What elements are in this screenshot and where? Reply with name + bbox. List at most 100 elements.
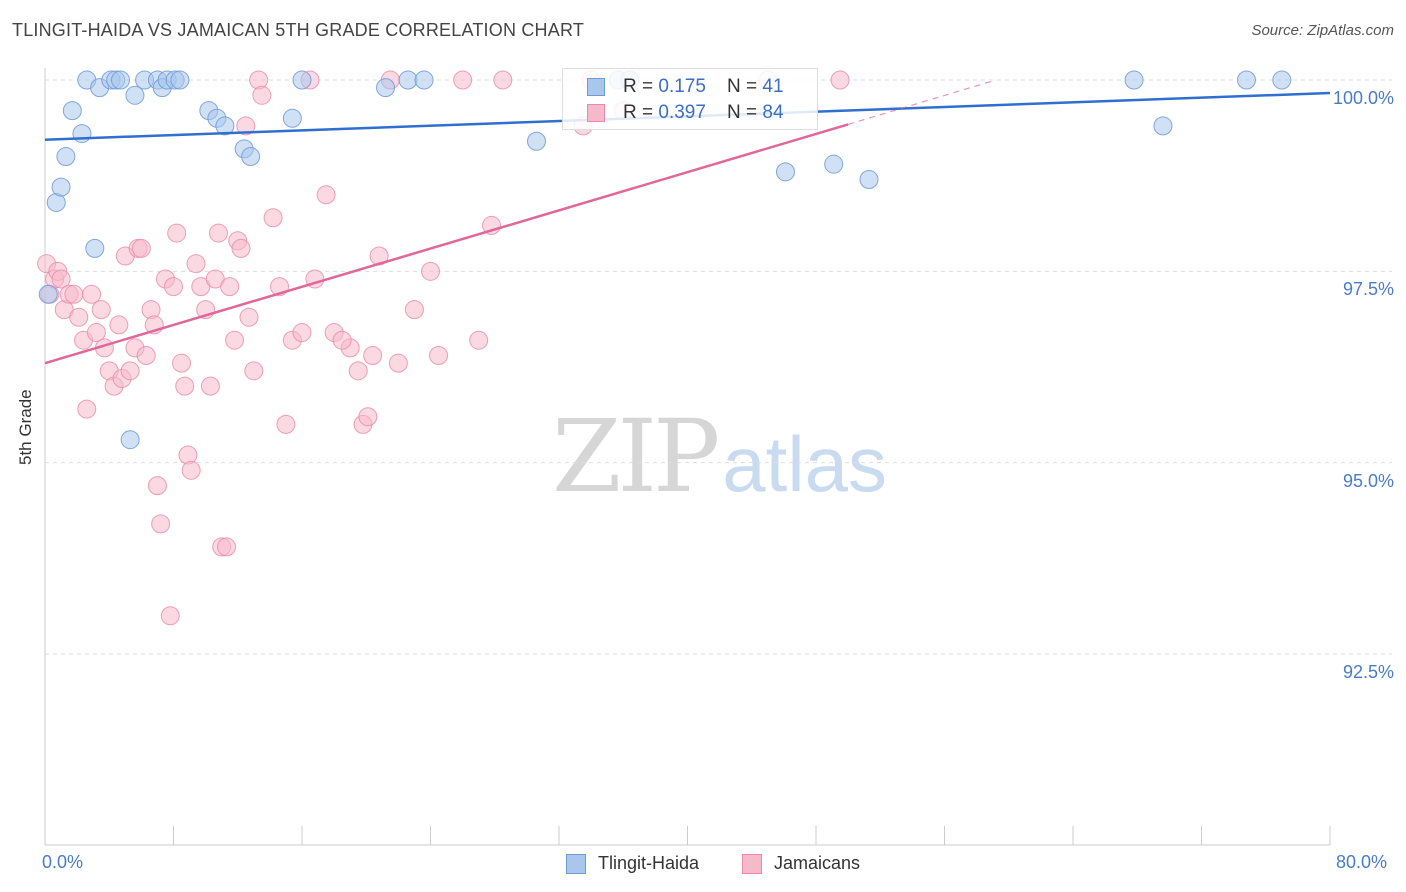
tlingit-haida-point	[51, 177, 71, 197]
tlingit-haida-point	[282, 108, 302, 128]
tlingit-haida-point	[215, 116, 235, 136]
legend-swatch-pink	[587, 104, 605, 122]
jamaicans-point	[244, 361, 264, 381]
y-tick-label: 95.0%	[1342, 470, 1394, 491]
jamaicans-point	[348, 361, 368, 381]
x-tick-label-max: 80.0%	[1336, 852, 1388, 872]
jamaicans-point	[220, 277, 240, 297]
jamaicans-point	[175, 376, 195, 396]
tlingit-haida-point	[241, 147, 261, 167]
y-tick-label: 92.5%	[1342, 662, 1394, 682]
jamaicans-point	[77, 399, 97, 419]
jamaicans-point	[160, 606, 180, 626]
jamaicans-point	[292, 323, 312, 343]
jamaicans-point	[225, 330, 245, 350]
jamaicans-point	[167, 223, 187, 243]
correlation-legend: R = 0.175 N = 41 R = 0.397 N = 84	[562, 68, 818, 130]
jamaicans-point	[316, 185, 336, 205]
jamaicans-point	[64, 284, 84, 304]
jamaicans-point	[217, 537, 237, 557]
watermark-zip: ZIP	[552, 398, 720, 515]
jamaicans-point	[429, 346, 449, 366]
chart-title: TLINGIT-HAIDA VS JAMAICAN 5TH GRADE CORR…	[12, 20, 585, 40]
tlingit-haida-point	[824, 154, 844, 174]
jamaicans-point	[263, 208, 283, 228]
x-tick-label-min: 0.0%	[42, 852, 84, 872]
tlingit-haida-point	[170, 70, 190, 90]
jamaicans-point	[208, 223, 228, 243]
tlingit-haida-point	[56, 147, 76, 167]
legend-n-value: 41	[762, 76, 784, 97]
bottom-legend-swatch-blue	[566, 854, 586, 874]
jamaicans-point	[332, 330, 352, 350]
jamaicans-point	[200, 376, 220, 396]
tlingit-haida-point	[1272, 70, 1292, 90]
jamaicans-point	[164, 277, 183, 297]
tlingit-haida-point	[85, 238, 105, 258]
tlingit-haida-point	[110, 70, 130, 90]
tlingit-haida-point	[62, 101, 82, 121]
tlingit-haida-point	[1153, 116, 1173, 136]
legend-n-value: 84	[762, 102, 784, 123]
jamaicans-point	[147, 476, 167, 496]
y-tick-label: 100.0%	[1332, 88, 1394, 108]
jamaicans-point	[151, 514, 171, 534]
jamaicans-point	[91, 300, 111, 320]
jamaicans-point	[136, 346, 156, 366]
jamaicans-point	[181, 460, 201, 480]
axes	[44, 68, 1331, 846]
jamaicans-point	[186, 254, 206, 274]
jamaicans-point	[239, 307, 259, 327]
jamaicans-point	[86, 323, 106, 343]
legend-r-label: R =	[623, 102, 659, 123]
legend-r-label: R =	[623, 76, 659, 97]
tlingit-haida-point	[527, 131, 547, 151]
jamaicans-point	[69, 307, 89, 327]
tlingit-haida-point	[72, 124, 92, 144]
jamaicans-point	[82, 284, 102, 304]
jamaicans-point	[252, 85, 272, 105]
jamaicans-point	[453, 70, 473, 90]
bottom-legend-label-tlingit-haida: Tlingit-Haida	[598, 853, 700, 873]
tlingit-haida-point	[414, 70, 434, 90]
bottom-legend-label-jamaicans: Jamaicans	[774, 853, 861, 873]
jamaicans-point	[276, 414, 296, 434]
jamaicans-point	[236, 116, 256, 136]
tlingit-haida-point	[775, 162, 795, 182]
tlingit-haida-point	[292, 70, 312, 90]
jamaicans-trend-extension	[847, 79, 997, 125]
y-axis-label: 5th Grade	[16, 389, 35, 465]
legend-n-label: N =	[727, 102, 763, 123]
watermark-atlas: atlas	[722, 420, 888, 508]
tlingit-haida-point	[859, 169, 879, 189]
jamaicans-point	[109, 315, 129, 335]
jamaicans-point	[178, 445, 198, 465]
watermark: ZIPatlas	[552, 398, 887, 515]
jamaicans-point	[469, 330, 489, 350]
jamaicans-point	[172, 353, 192, 373]
legend-r-value: 0.397	[658, 102, 706, 123]
jamaicans-point	[388, 353, 408, 373]
jamaicans-point	[131, 238, 151, 258]
jamaicans-point	[830, 70, 850, 90]
jamaicans-point	[421, 261, 440, 281]
legend-text-tlingit-haida: R = 0.175 N = 41	[623, 76, 784, 98]
jamaicans-point	[231, 238, 251, 258]
legend-r-value: 0.175	[658, 76, 706, 97]
source-label: Source: ZipAtlas.com	[1251, 22, 1394, 39]
jamaicans-point	[141, 300, 161, 320]
tlingit-haida-point	[1236, 70, 1256, 90]
tlingit-haida-point	[1124, 70, 1144, 90]
legend-text-jamaicans: R = 0.397 N = 84	[623, 102, 784, 124]
tlingit-haida-points	[38, 70, 1292, 450]
jamaicans-points	[37, 70, 850, 626]
jamaicans-point	[51, 269, 71, 289]
legend-swatch-blue	[587, 78, 605, 96]
jamaicans-point	[404, 300, 424, 320]
tlingit-haida-point	[376, 78, 396, 98]
jamaicans-trend-line	[44, 123, 849, 365]
tlingit-haida-point	[120, 430, 140, 450]
jamaicans-point	[120, 361, 140, 381]
y-tick-label: 97.5%	[1342, 279, 1394, 300]
